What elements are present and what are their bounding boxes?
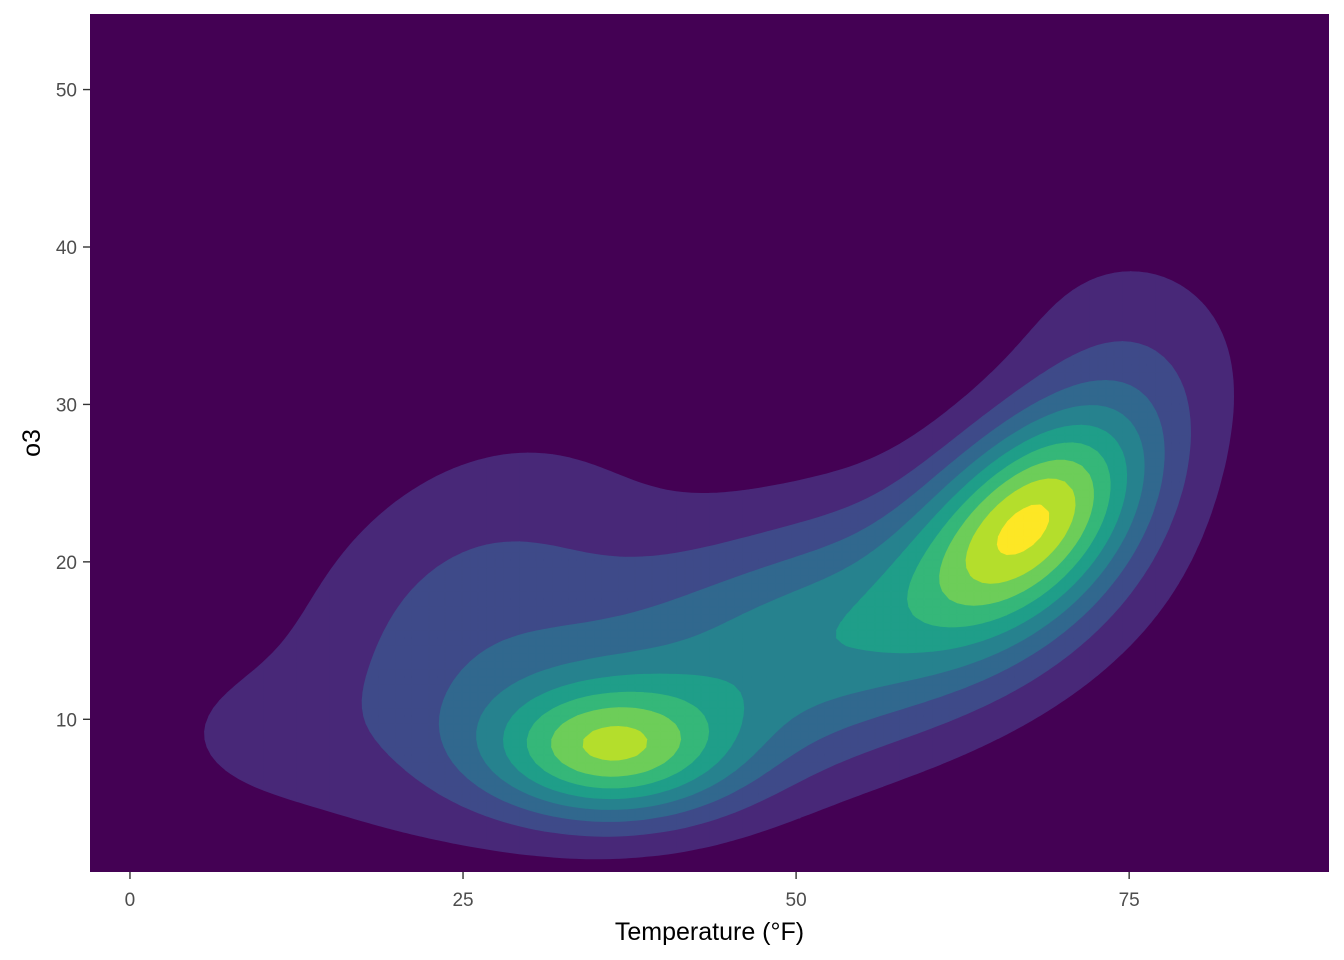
x-tick-label: 50 (786, 890, 807, 911)
x-axis: 0 25 50 75 (125, 872, 1140, 911)
x-tick-label: 75 (1119, 890, 1140, 911)
y-tick-label: 30 (56, 395, 77, 416)
x-tick-label: 25 (452, 890, 473, 911)
density-band-level-9 (996, 504, 1050, 556)
y-tick-label: 50 (56, 81, 77, 102)
density-contour-bands (204, 271, 1235, 860)
x-tick-label: 0 (125, 890, 136, 911)
y-tick-label: 20 (56, 553, 77, 574)
y-tick-label: 40 (56, 238, 77, 259)
y-tick-label: 10 (56, 710, 77, 731)
x-axis-title: Temperature (°F) (615, 918, 804, 946)
y-axis-title: o3 (18, 429, 46, 457)
y-axis: 10 20 30 40 50 (56, 81, 90, 731)
